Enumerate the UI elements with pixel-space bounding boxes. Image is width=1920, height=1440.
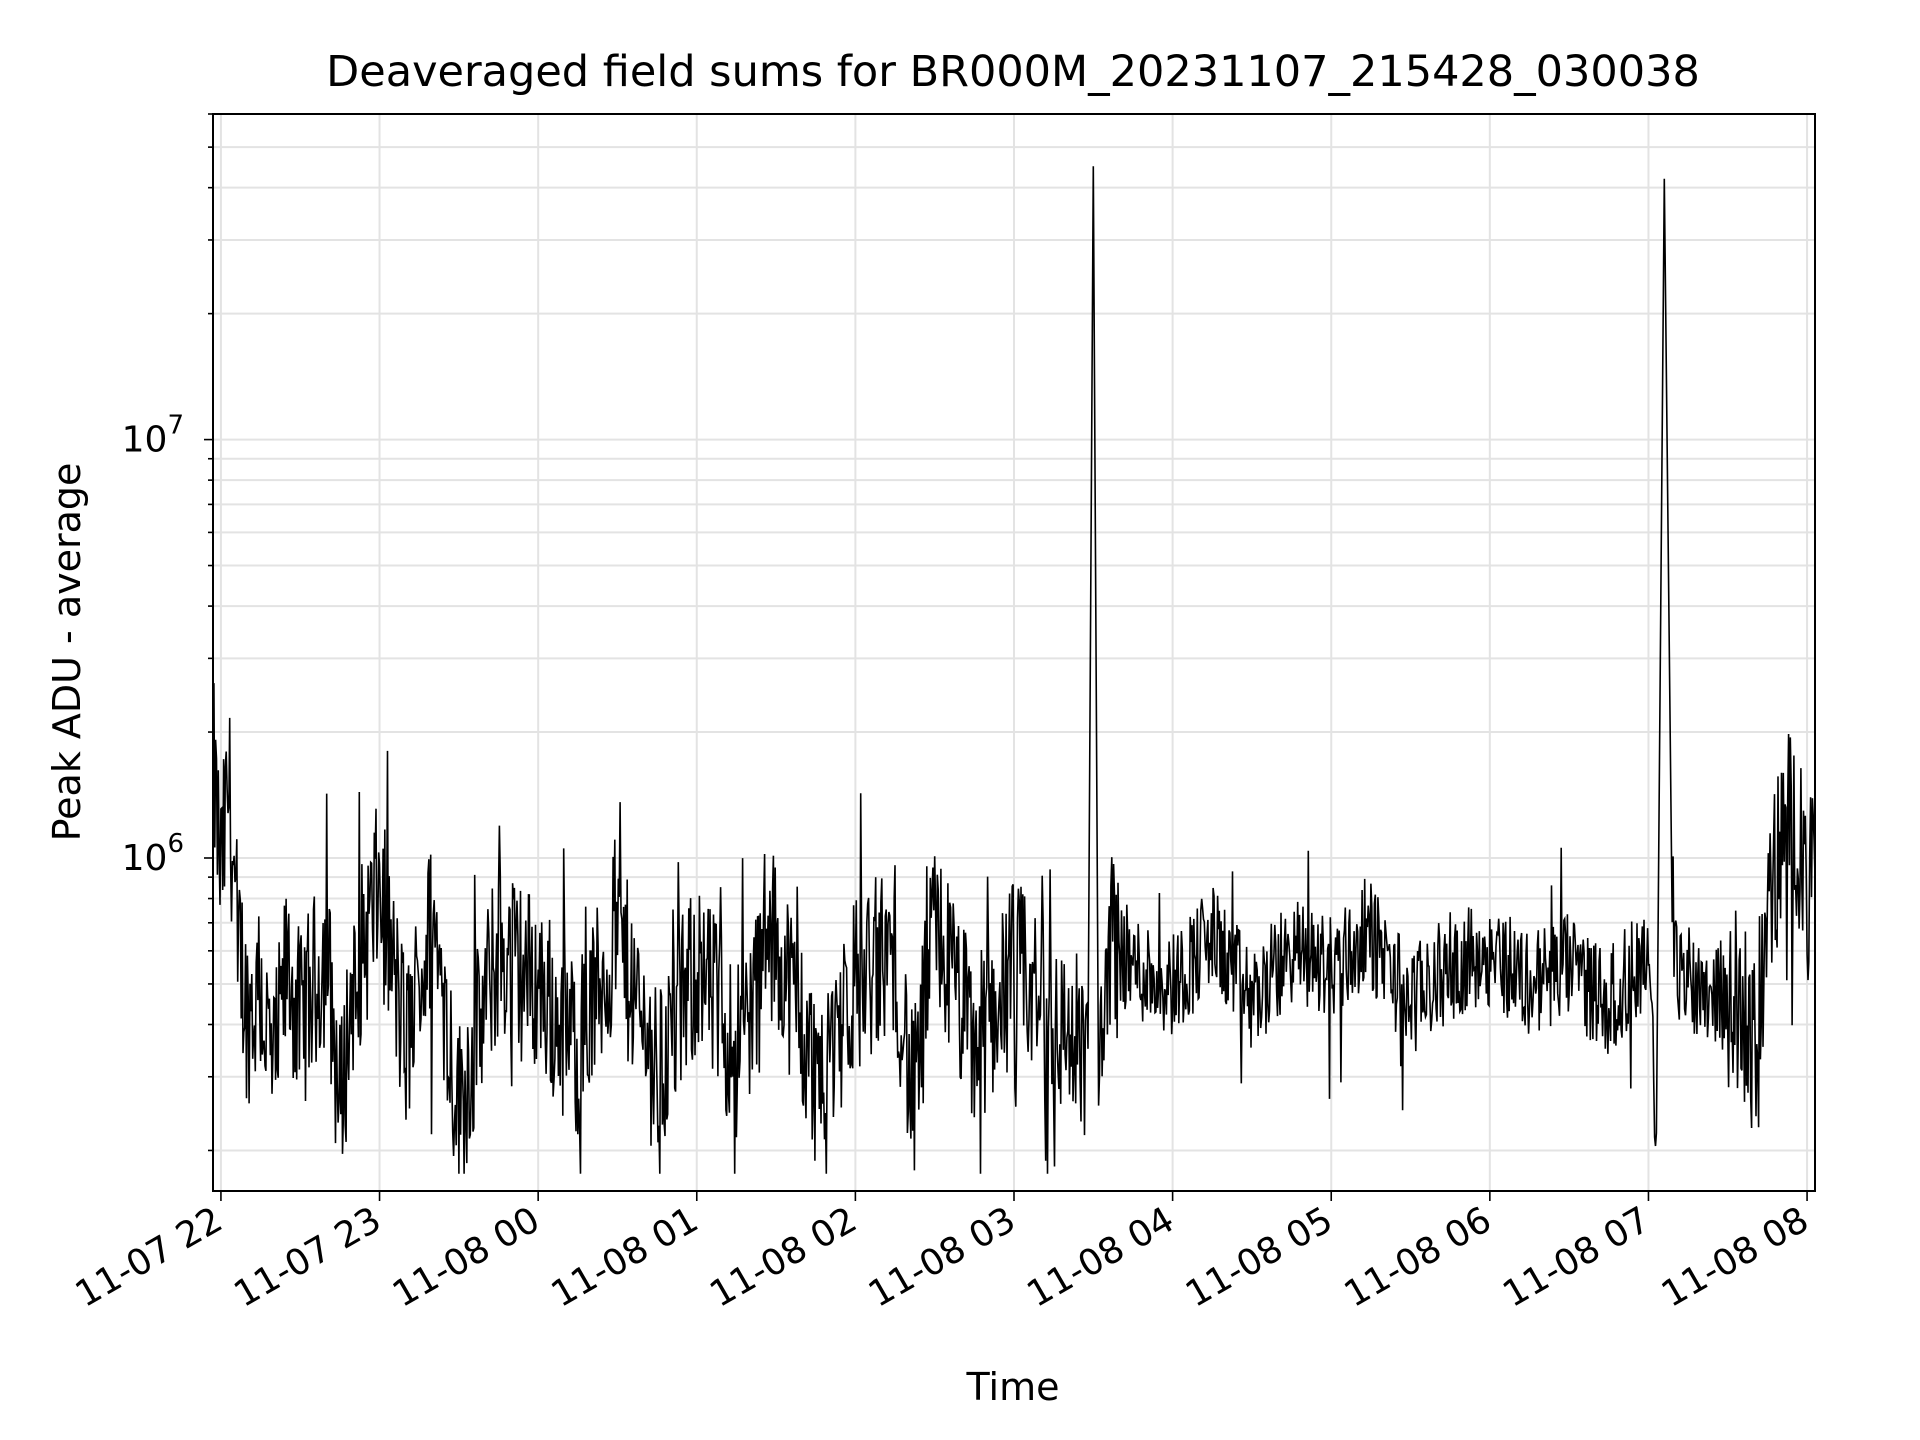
x-tick-label: 11-08 04 bbox=[1020, 1199, 1181, 1315]
y-tick-labels: 106 107 bbox=[122, 411, 184, 879]
x-tick-label: 11-08 02 bbox=[703, 1199, 864, 1315]
x-axis-label: Time bbox=[966, 1365, 1060, 1409]
x-tick-label: 11-08 03 bbox=[862, 1199, 1023, 1315]
y-axis-label: Peak ADU - average bbox=[45, 463, 89, 842]
x-tick-label: 11-07 23 bbox=[227, 1199, 388, 1315]
x-tick-label: 11-08 05 bbox=[1179, 1199, 1340, 1315]
axis-ticks bbox=[204, 113, 1808, 1201]
x-tick-label: 11-08 07 bbox=[1496, 1199, 1657, 1315]
x-tick-label: 11-08 06 bbox=[1338, 1199, 1499, 1315]
x-tick-label: 11-08 08 bbox=[1655, 1199, 1816, 1315]
y-tick-label: 106 bbox=[122, 829, 184, 879]
series-line bbox=[212, 166, 1816, 1174]
x-tick-label: 11-08 00 bbox=[386, 1199, 547, 1315]
chart-title: Deaveraged field sums for BR000M_2023110… bbox=[326, 47, 1700, 97]
y-tick-label: 107 bbox=[122, 411, 184, 461]
x-tick-label: 11-07 22 bbox=[69, 1199, 230, 1315]
x-tick-label: 11-08 01 bbox=[545, 1199, 706, 1315]
